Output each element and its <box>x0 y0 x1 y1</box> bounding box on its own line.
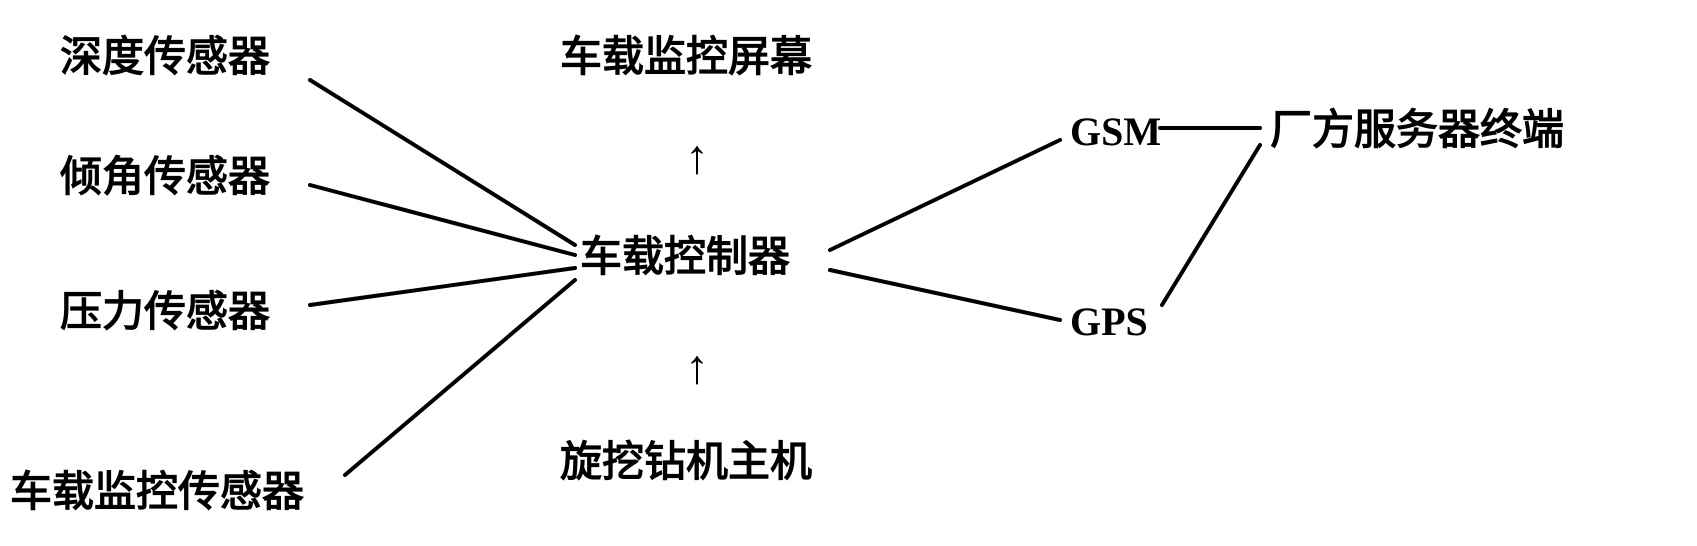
diagram-canvas: 深度传感器 倾角传感器 压力传感器 车载监控传感器 车载监控屏幕 车载控制器 旋… <box>0 0 1697 546</box>
node-monitor-sensor: 车载监控传感器 <box>10 470 304 516</box>
edge-monitor_sensor-to-controller <box>345 280 575 475</box>
edge-controller-to-gps <box>830 270 1060 320</box>
arrow-up-2: ↑ <box>685 340 709 395</box>
node-tilt-sensor: 倾角传感器 <box>60 155 270 201</box>
edge-tilt_sensor-to-controller <box>310 185 575 255</box>
node-screen: 车载监控屏幕 <box>560 35 812 81</box>
node-pressure-sensor: 压力传感器 <box>60 290 270 336</box>
node-depth-sensor: 深度传感器 <box>60 35 270 81</box>
node-gsm: GSM <box>1070 110 1161 154</box>
edges-layer <box>0 0 1697 546</box>
arrow-up-1: ↑ <box>685 130 709 185</box>
node-drill: 旋挖钻机主机 <box>560 440 812 486</box>
edge-gps-to-server <box>1162 145 1260 305</box>
node-controller: 车载控制器 <box>580 235 790 281</box>
edge-depth_sensor-to-controller <box>310 80 575 245</box>
node-server: 厂方服务器终端 <box>1270 108 1564 154</box>
node-gps: GPS <box>1070 300 1148 344</box>
edge-controller-to-gsm <box>830 140 1060 250</box>
edge-pressure_sensor-to-controller <box>310 268 575 305</box>
